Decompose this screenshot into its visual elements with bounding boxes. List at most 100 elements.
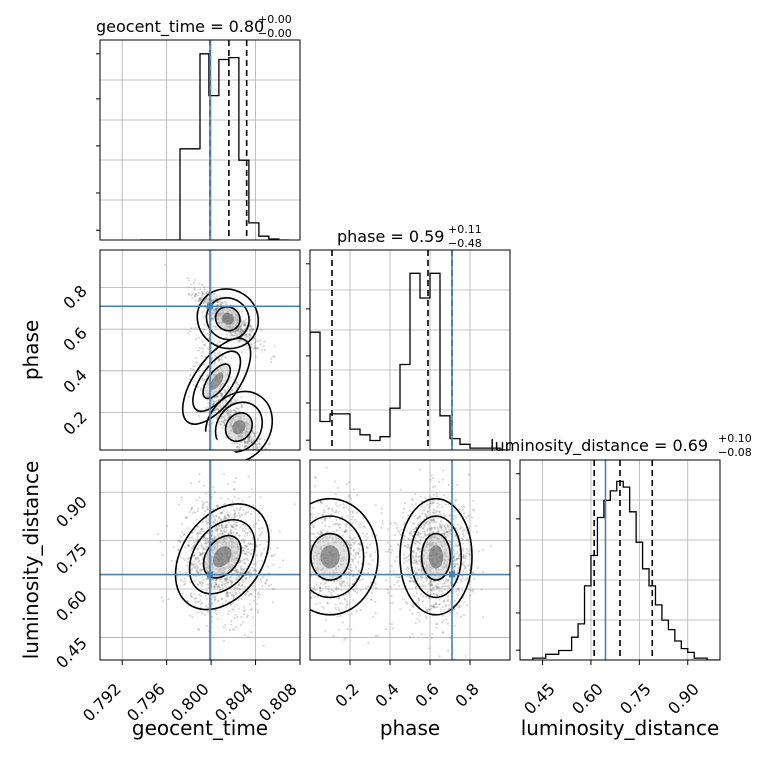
sample-point	[453, 657, 456, 660]
sample-point	[222, 420, 225, 423]
sample-point	[339, 579, 342, 582]
sample-point	[199, 552, 203, 556]
sample-point	[243, 546, 246, 550]
sample-point	[442, 533, 446, 536]
sample-point	[224, 419, 227, 422]
sample-point	[411, 555, 415, 558]
sample-point	[345, 606, 348, 609]
sample-point	[253, 433, 256, 437]
sample-point	[223, 417, 227, 421]
sample-point	[395, 555, 398, 559]
sample-point	[240, 538, 243, 542]
sample-point	[188, 556, 191, 560]
sample-point	[230, 581, 233, 584]
sample-point	[244, 585, 247, 589]
sample-point	[332, 634, 335, 637]
sample-point	[235, 532, 238, 535]
sample-point	[243, 552, 246, 556]
xtick-label-phase-0: 0.2	[331, 679, 362, 710]
sample-point	[301, 527, 303, 529]
sample-point	[301, 512, 303, 514]
sample-point	[231, 593, 234, 596]
sample-point	[453, 565, 456, 568]
sample-point	[184, 546, 187, 549]
sample-point	[193, 295, 197, 298]
sample-point	[380, 526, 383, 529]
sample-point	[194, 600, 197, 603]
sample-point	[247, 541, 250, 545]
sample-point	[223, 421, 226, 425]
sample-point	[239, 325, 242, 329]
sample-point	[413, 570, 416, 573]
sample-point	[411, 632, 414, 636]
sample-point	[415, 554, 418, 557]
sample-point	[415, 584, 418, 588]
sample-point	[462, 613, 466, 617]
sample-point	[223, 529, 226, 532]
sample-point	[256, 340, 259, 343]
sample-point	[418, 614, 422, 617]
sample-point	[234, 515, 237, 518]
sample-point	[303, 561, 305, 563]
sample-point	[221, 302, 224, 305]
sample-point	[234, 613, 237, 616]
sample-point	[444, 525, 447, 528]
sample-point	[413, 594, 416, 597]
sample-point	[248, 543, 251, 546]
sample-point	[262, 345, 265, 348]
title-geocent_time-sup: +0.00	[258, 13, 292, 26]
sample-point	[187, 332, 190, 335]
sample-point	[213, 325, 217, 328]
sample-point	[420, 525, 423, 528]
sample-point	[351, 560, 355, 563]
sample-point	[292, 549, 294, 551]
sample-point	[225, 595, 229, 598]
sample-point	[223, 502, 227, 505]
sample-point	[295, 558, 297, 560]
sample-point	[195, 557, 198, 560]
sample-point	[263, 463, 265, 465]
sample-point	[416, 517, 419, 520]
sample-point	[211, 313, 214, 317]
xtick-label-phase-1: 0.4	[371, 679, 402, 710]
sample-point	[381, 522, 384, 525]
sample-point	[194, 364, 197, 368]
sample-point	[194, 361, 197, 364]
sample-point	[198, 299, 201, 302]
sample-point	[429, 501, 433, 504]
sample-point	[307, 568, 309, 570]
sample-point	[249, 569, 252, 572]
sample-point	[206, 508, 209, 511]
sample-point	[463, 564, 466, 567]
sample-point	[215, 525, 218, 528]
sample-point	[219, 404, 222, 407]
sample-point	[301, 536, 303, 538]
sample-point	[351, 558, 354, 562]
sample-point	[418, 599, 421, 602]
sample-point	[446, 579, 449, 582]
sample-point	[447, 584, 450, 587]
sample-point	[464, 578, 467, 581]
sample-point	[231, 388, 234, 392]
sample-point	[461, 542, 464, 545]
sample-point	[448, 607, 451, 610]
sample-point	[452, 556, 455, 560]
sample-point	[354, 567, 358, 570]
sample-point	[259, 438, 262, 441]
sample-point	[415, 555, 419, 559]
sample-point	[203, 501, 206, 504]
sample-point	[457, 590, 460, 593]
sample-point	[306, 566, 308, 568]
sample-point	[335, 509, 338, 512]
sample-point	[195, 574, 198, 578]
sample-point	[212, 521, 216, 524]
sample-point	[471, 588, 474, 591]
sample-point	[442, 631, 445, 634]
sample-point	[408, 575, 411, 579]
sample-point	[447, 586, 450, 589]
xlabel-luminosity_distance: luminosity_distance	[521, 716, 720, 740]
sample-point	[235, 577, 238, 580]
sample-point	[369, 598, 373, 601]
sample-point	[454, 533, 457, 537]
